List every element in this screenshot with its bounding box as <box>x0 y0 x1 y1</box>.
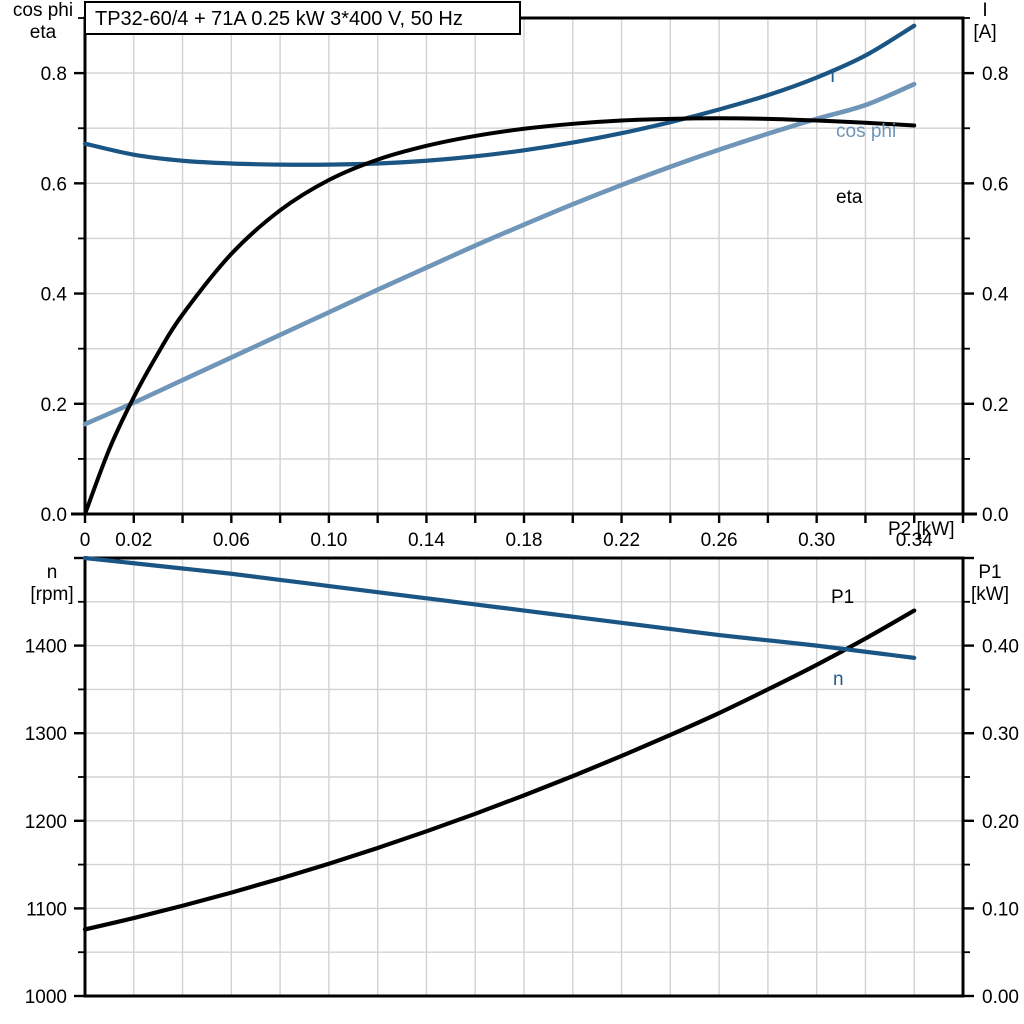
curve-label-current: I <box>830 66 835 87</box>
top-left-axis-label-eta: eta <box>30 22 57 43</box>
top-chart: TP32-60/4 + 71A 0.25 kW 3*400 V, 50 Hz c… <box>13 0 1009 551</box>
svg-text:0.4: 0.4 <box>41 285 68 306</box>
svg-text:0.18: 0.18 <box>506 530 543 551</box>
chart-title: TP32-60/4 + 71A 0.25 kW 3*400 V, 50 Hz <box>95 8 463 30</box>
curve-current <box>85 26 914 165</box>
svg-text:0.4: 0.4 <box>982 285 1009 306</box>
svg-text:0.06: 0.06 <box>213 530 250 551</box>
curve-label-eta: eta <box>836 187 863 208</box>
svg-text:0.8: 0.8 <box>982 64 1008 85</box>
svg-text:0.0: 0.0 <box>41 505 67 526</box>
svg-text:0.8: 0.8 <box>41 64 67 85</box>
svg-text:0.0: 0.0 <box>982 505 1008 526</box>
top-right-axis-label-unit: [A] <box>973 22 996 43</box>
svg-text:0.30: 0.30 <box>982 724 1019 745</box>
bottom-left-axis-label-unit: [rpm] <box>30 584 73 605</box>
svg-text:0.2: 0.2 <box>982 395 1008 416</box>
bottom-right-axis-label-p1: P1 <box>978 562 1001 583</box>
svg-text:0.2: 0.2 <box>41 395 67 416</box>
curve-cos-phi <box>85 84 914 424</box>
svg-text:1300: 1300 <box>25 724 67 745</box>
svg-text:0.10: 0.10 <box>310 530 347 551</box>
top-chart-x-axis-title: P2 [kW] <box>888 519 955 540</box>
svg-text:0.10: 0.10 <box>982 899 1019 920</box>
top-right-axis-label-current: I <box>982 0 987 21</box>
curve-eta <box>85 118 914 514</box>
svg-text:1200: 1200 <box>25 812 67 833</box>
top-chart-gridlines <box>85 18 963 514</box>
bottom-chart: n [rpm] P1 [kW] 1000 1100 1200 1300 1400 0.00… <box>25 558 1019 1008</box>
svg-text:0.14: 0.14 <box>408 530 445 551</box>
svg-text:1400: 1400 <box>25 637 67 658</box>
svg-text:0.00: 0.00 <box>982 987 1019 1008</box>
svg-text:1100: 1100 <box>26 899 67 920</box>
svg-text:0.40: 0.40 <box>982 637 1019 658</box>
svg-text:0.02: 0.02 <box>115 530 152 551</box>
svg-text:0.6: 0.6 <box>982 174 1008 195</box>
bottom-right-axis-label-unit: [kW] <box>971 584 1009 605</box>
curve-label-cos-phi: cos phi <box>836 121 896 142</box>
svg-text:0.6: 0.6 <box>41 174 67 195</box>
svg-text:0.26: 0.26 <box>701 530 738 551</box>
performance-curves-figure: TP32-60/4 + 71A 0.25 kW 3*400 V, 50 Hz c… <box>0 0 1024 1024</box>
curve-power-input <box>85 611 914 930</box>
svg-text:0.30: 0.30 <box>798 530 835 551</box>
bottom-chart-ticks: 1000 1100 1200 1300 1400 0.00 0.10 0.20 0.30 0.40 <box>25 558 1019 1008</box>
svg-text:1000: 1000 <box>25 987 67 1008</box>
top-left-axis-label-cosphi: cos phi <box>13 0 73 21</box>
curve-speed <box>85 558 914 658</box>
svg-text:0.20: 0.20 <box>982 812 1019 833</box>
svg-text:0: 0 <box>80 530 91 551</box>
bottom-left-axis-label-n: n <box>47 562 58 583</box>
top-chart-ticks: 00.020.060.100.140.180.220.260.300.340.0… <box>41 18 1009 551</box>
svg-text:0.22: 0.22 <box>603 530 640 551</box>
pump-performance-datasheet: TP32-60/4 + 71A 0.25 kW 3*400 V, 50 Hz c… <box>0 0 1024 1024</box>
bottom-chart-gridlines <box>85 558 963 996</box>
curve-label-speed: n <box>833 669 844 690</box>
curve-label-power-input: P1 <box>831 587 854 608</box>
